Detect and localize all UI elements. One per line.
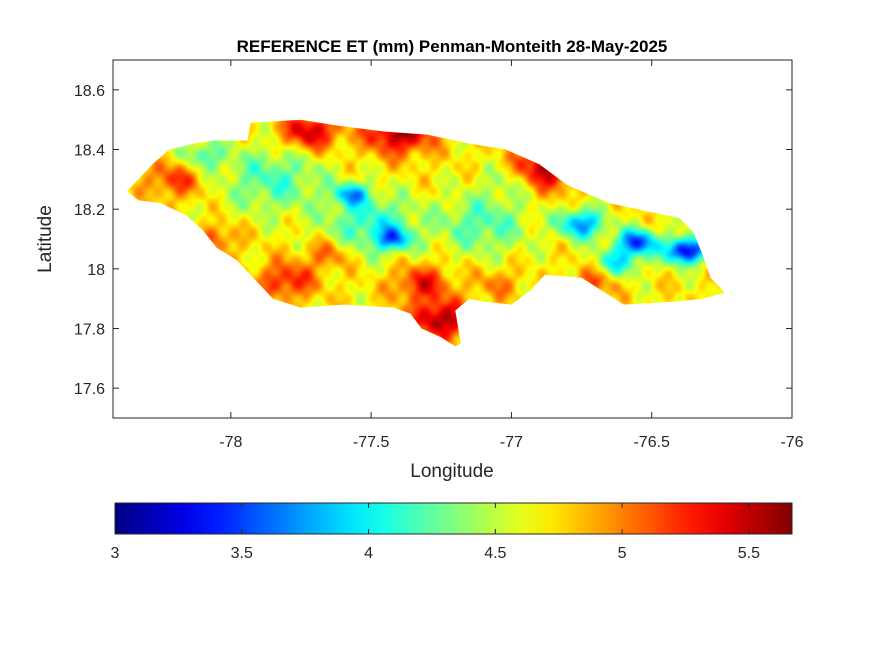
colorbar-ticks: 3 3.5 4 4.5 5 5.5 [111,503,760,562]
x-tick-label: -78 [219,434,242,451]
colorbar-tick-label: 4 [364,545,373,562]
y-tick-label: 18.4 [74,143,105,160]
x-axis-label: Longitude [410,461,493,482]
y-tick-label: 17.8 [74,322,105,339]
y-tick-label: 17.6 [74,381,105,398]
y-tick-label: 18.6 [74,83,105,100]
colorbar-tick-label: 3.5 [231,545,253,562]
x-axis-ticks: -78 -77.5 -77 -76.5 -76 [219,60,804,451]
colorbar [114,502,793,535]
colorbar-tick-label: 5 [618,545,627,562]
x-tick-label: -77 [500,434,523,451]
x-tick-label: -76 [780,434,803,451]
colorbar-tick-label: 3 [111,545,120,562]
chart-title: REFERENCE ET (mm) Penman-Monteith 28-May… [237,37,668,56]
y-axis-ticks: 17.6 17.8 18 18.2 18.4 18.6 [74,83,792,398]
y-axis-label: Latitude [35,205,56,273]
x-tick-label: -77.5 [353,434,390,451]
colorbar-tick-label: 4.5 [484,545,506,562]
y-tick-label: 18 [87,262,105,279]
colorbar-tick-label: 5.5 [738,545,760,562]
y-tick-label: 18.2 [74,202,105,219]
x-tick-label: -76.5 [633,434,670,451]
